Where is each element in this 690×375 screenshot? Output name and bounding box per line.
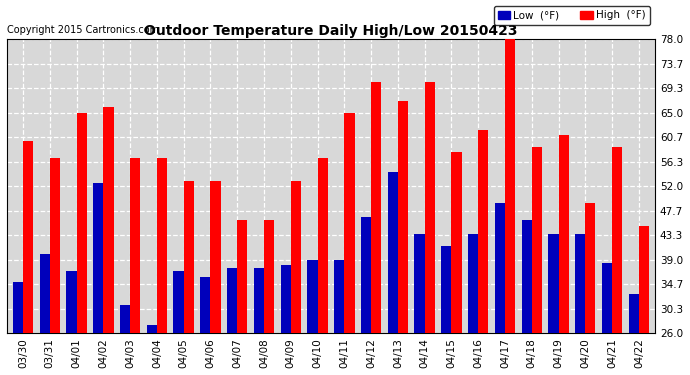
Bar: [424, 82, 435, 333]
Bar: [173, 271, 184, 333]
Bar: [307, 260, 317, 333]
Bar: [120, 305, 130, 333]
Bar: [23, 141, 33, 333]
Bar: [237, 220, 248, 333]
Bar: [66, 271, 77, 333]
Bar: [254, 268, 264, 333]
Bar: [442, 246, 451, 333]
Bar: [130, 158, 140, 333]
Bar: [13, 282, 23, 333]
Bar: [157, 158, 167, 333]
Bar: [344, 113, 355, 333]
Bar: [104, 107, 114, 333]
Bar: [227, 268, 237, 333]
Bar: [549, 234, 558, 333]
Text: Copyright 2015 Cartronics.com: Copyright 2015 Cartronics.com: [7, 25, 159, 34]
Bar: [334, 260, 344, 333]
Bar: [612, 147, 622, 333]
Bar: [39, 254, 50, 333]
Bar: [468, 234, 478, 333]
Bar: [317, 158, 328, 333]
Bar: [264, 220, 274, 333]
Bar: [415, 234, 424, 333]
Bar: [147, 325, 157, 333]
Bar: [290, 181, 301, 333]
Bar: [93, 183, 104, 333]
Bar: [522, 220, 532, 333]
Bar: [558, 135, 569, 333]
Title: Outdoor Temperature Daily High/Low 20150423: Outdoor Temperature Daily High/Low 20150…: [144, 24, 518, 38]
Bar: [575, 234, 585, 333]
Legend: Low  (°F), High  (°F): Low (°F), High (°F): [493, 6, 650, 25]
Bar: [200, 277, 210, 333]
Bar: [505, 34, 515, 333]
Bar: [77, 113, 87, 333]
Bar: [451, 152, 462, 333]
Bar: [371, 82, 382, 333]
Bar: [629, 294, 639, 333]
Bar: [361, 217, 371, 333]
Bar: [639, 226, 649, 333]
Bar: [495, 203, 505, 333]
Bar: [398, 102, 408, 333]
Bar: [388, 172, 398, 333]
Bar: [532, 147, 542, 333]
Bar: [184, 181, 194, 333]
Bar: [281, 266, 290, 333]
Bar: [585, 203, 595, 333]
Bar: [50, 158, 60, 333]
Bar: [210, 181, 221, 333]
Bar: [478, 130, 489, 333]
Bar: [602, 262, 612, 333]
